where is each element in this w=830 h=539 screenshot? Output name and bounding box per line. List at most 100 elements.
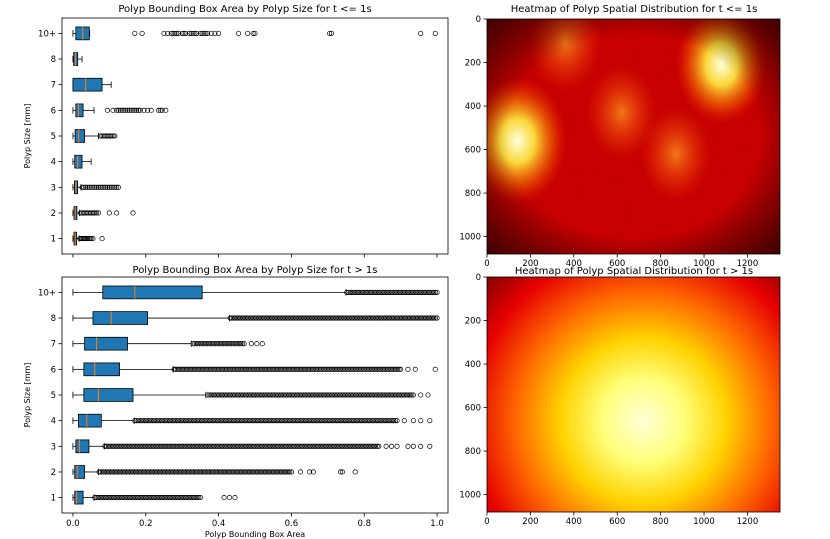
outlier-point (400, 315, 406, 321)
box (84, 336, 128, 351)
outlier-point (203, 30, 209, 36)
outlier-point (254, 315, 261, 321)
outlier-point (99, 236, 105, 242)
outlier-point (381, 315, 387, 321)
outlier-point (332, 418, 338, 424)
outlier-point (162, 495, 168, 501)
outlier-point (248, 341, 254, 347)
outlier-point (152, 469, 158, 475)
outlier-point (344, 443, 350, 449)
outlier-point (312, 443, 318, 449)
outlier-point (352, 315, 358, 321)
outlier-point (157, 107, 163, 113)
outlier-point (420, 315, 426, 321)
outlier-point (370, 366, 377, 372)
box-bottom-xlabel: Polyp Bounding Box Area (205, 530, 305, 539)
outlier-point (139, 30, 145, 36)
outlier-point (384, 418, 390, 424)
outlier-point (396, 366, 402, 372)
outlier-point (186, 418, 192, 424)
outlier-point (137, 418, 143, 424)
outlier-point (257, 392, 263, 398)
outlier-point (182, 443, 188, 449)
outlier-point (134, 107, 140, 113)
outlier-point (285, 469, 291, 475)
outlier-point (292, 418, 298, 424)
outlier-point (97, 495, 103, 501)
outlier-point (331, 392, 337, 398)
outlier-point (130, 210, 136, 216)
outlier-point (311, 315, 317, 321)
outlier-point (228, 341, 234, 347)
outlier-point (144, 469, 150, 475)
x-tick-label: 1200 (737, 517, 759, 527)
outlier-point (130, 107, 136, 113)
outlier-point (392, 315, 398, 321)
outlier-point (105, 443, 111, 449)
outlier-point (376, 315, 382, 321)
outlier-point (320, 443, 326, 449)
outlier-point (228, 443, 235, 449)
outlier-point (104, 184, 111, 190)
outlier-point (357, 443, 363, 449)
y-tick-label: 8 (51, 55, 56, 65)
outlier-point (179, 366, 185, 372)
outlier-point (386, 418, 392, 424)
outlier-point (275, 366, 281, 372)
x-tick-label: 1.0 (430, 519, 444, 529)
outlier-point (351, 315, 357, 321)
outlier-point (277, 418, 283, 424)
outlier-point (302, 366, 308, 372)
outlier-point (159, 107, 165, 113)
outlier-point (380, 418, 386, 424)
outlier-point (194, 30, 200, 36)
outlier-point (182, 366, 188, 372)
outlier-point (291, 443, 297, 449)
outlier-point (358, 289, 364, 295)
y-tick-label: 7 (51, 340, 56, 350)
outlier-point (105, 495, 111, 501)
heat-top-frame (486, 18, 781, 255)
outlier-point (378, 392, 385, 398)
outlier-point (192, 469, 198, 475)
outlier-point (317, 315, 323, 321)
outlier-point (281, 366, 287, 372)
outlier-point (201, 418, 207, 424)
outlier-point (426, 315, 432, 321)
outlier-point (172, 443, 178, 449)
outlier-point (314, 315, 320, 321)
outlier-point (218, 418, 224, 424)
outlier-point (248, 392, 254, 398)
outlier-point (221, 495, 227, 501)
outlier-point (245, 469, 251, 475)
outlier-point (185, 366, 192, 372)
outlier-point (232, 418, 239, 424)
outlier-point (280, 315, 286, 321)
outlier-point (208, 30, 214, 36)
outlier-point (335, 366, 342, 372)
outlier-point (363, 443, 369, 449)
outlier-point (405, 315, 411, 321)
outlier-point (365, 418, 371, 424)
outlier-point (304, 366, 310, 372)
outlier-point (129, 443, 135, 449)
outlier-point (411, 289, 418, 295)
outlier-point (391, 392, 397, 398)
outlier-point (252, 469, 258, 475)
heat-bottom-title: Heatmap of Polyp Spatial Distribution fo… (515, 266, 753, 277)
outlier-point (432, 30, 438, 36)
y-tick-label: 1000 (459, 233, 481, 243)
outlier-point (272, 443, 278, 449)
outlier-point (410, 289, 416, 295)
heat-top-chart: Heatmap of Polyp Spatial Distribution fo… (459, 4, 781, 269)
outlier-point (157, 418, 163, 424)
outlier-point (187, 443, 193, 449)
outlier-point (278, 366, 284, 372)
outlier-point (156, 418, 162, 424)
outlier-point (154, 495, 160, 501)
outlier-point (194, 418, 200, 424)
outlier-point (323, 443, 329, 449)
outlier-point (234, 418, 240, 424)
outlier-point (222, 392, 228, 398)
outlier-point (126, 107, 132, 113)
